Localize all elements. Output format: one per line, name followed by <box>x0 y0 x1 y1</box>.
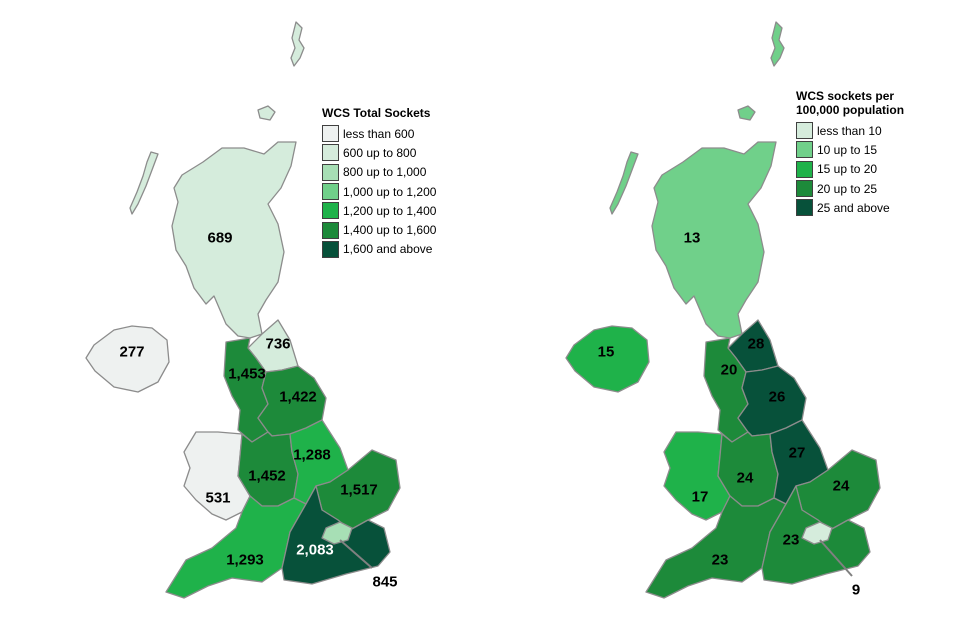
label-east-midlands: 27 <box>789 445 806 462</box>
per-population-legend: WCS sockets per 100,000 population less … <box>796 89 904 217</box>
label-yorkshire: 1,422 <box>279 389 317 406</box>
label-north-east: 736 <box>265 336 290 353</box>
label-london: 845 <box>372 574 397 591</box>
region-scotland <box>651 141 777 339</box>
label-yorkshire: 26 <box>769 389 786 406</box>
legend-swatch <box>322 240 339 258</box>
london-leader-line <box>819 539 853 577</box>
legend-title: WCS Total Sockets <box>322 106 431 120</box>
total-sockets-map: 689 277 736 1,453 1,422 531 1,452 1,288 … <box>85 21 436 599</box>
label-northern-ireland: 15 <box>598 344 615 361</box>
label-south-east: 23 <box>783 532 800 549</box>
label-south-west: 23 <box>712 552 729 569</box>
label-east-of-england: 1,517 <box>340 482 378 499</box>
legend-swatch <box>322 163 339 181</box>
legend-label: 1,000 up to 1,200 <box>343 184 437 199</box>
legend-label: 1,600 and above <box>343 242 433 257</box>
legend-title-line-2: 100,000 population <box>796 103 905 117</box>
legend-label: 20 up to 25 <box>817 181 878 196</box>
region-london <box>321 521 353 545</box>
legend-list: less than 600 600 up to 800 800 up to 1,00… <box>322 124 436 259</box>
label-north-east: 28 <box>748 336 765 353</box>
legend-item: 1,600 and above <box>322 240 436 259</box>
label-wales: 17 <box>692 489 709 506</box>
label-london: 9 <box>852 582 860 599</box>
sockets-per-population-map-svg: 13 15 28 20 26 17 24 27 24 23 23 9 <box>565 21 881 599</box>
legend-item: less than 10 <box>796 121 904 140</box>
legend-item: 1,200 up to 1,400 <box>322 201 436 220</box>
legend-item: 1,400 up to 1,600 <box>322 220 436 239</box>
legend-swatch <box>796 180 813 198</box>
region-london <box>801 521 833 545</box>
legend-swatch <box>322 125 339 143</box>
legend-item: 15 up to 20 <box>796 160 904 179</box>
legend-item: 25 and above <box>796 198 904 217</box>
london-leader-line <box>339 539 373 569</box>
outer-hebrides <box>129 151 159 215</box>
legend-swatch <box>322 221 339 239</box>
region-scotland <box>171 141 297 339</box>
region-south-west <box>165 495 307 599</box>
shetland-islands <box>290 21 305 67</box>
label-wales: 531 <box>205 490 230 507</box>
label-north-west: 20 <box>721 362 738 379</box>
legend-label: 25 and above <box>817 200 890 215</box>
label-south-west: 1,293 <box>226 552 264 569</box>
shetland-islands <box>770 21 785 67</box>
legend-label: less than 600 <box>343 126 415 141</box>
region-northern-ireland <box>565 325 650 393</box>
legend-label: 15 up to 20 <box>817 162 878 177</box>
label-west-midlands: 24 <box>737 470 754 487</box>
legend-label: 1,200 up to 1,400 <box>343 203 437 218</box>
label-northern-ireland: 277 <box>119 344 144 361</box>
label-south-east: 2,083 <box>296 542 334 559</box>
total-sockets-legend: WCS Total Sockets less than 600 600 up to… <box>322 106 436 259</box>
legend-swatch <box>796 160 813 178</box>
label-scotland: 689 <box>207 230 232 247</box>
region-south-west <box>645 495 787 599</box>
orkney-islands <box>737 105 756 121</box>
legend-swatch <box>322 144 339 162</box>
legend-item: 800 up to 1,000 <box>322 163 436 182</box>
legend-item: 20 up to 25 <box>796 179 904 198</box>
orkney-islands <box>257 105 276 121</box>
legend-item: 1,000 up to 1,200 <box>322 182 436 201</box>
legend-label: 600 up to 800 <box>343 145 417 160</box>
legend-swatch <box>322 202 339 220</box>
legend-label: 800 up to 1,000 <box>343 165 427 180</box>
legend-swatch <box>796 141 813 159</box>
legend-title-line-1: WCS sockets per <box>796 89 895 103</box>
legend-label: 10 up to 15 <box>817 142 878 157</box>
legend-title: WCS sockets per 100,000 population <box>796 89 904 117</box>
legend-swatch <box>796 122 813 140</box>
legend-swatch <box>322 183 339 201</box>
label-east-midlands: 1,288 <box>293 447 331 464</box>
legend-list: less than 10 10 up to 15 15 up to 20 20 up … <box>796 121 904 217</box>
outer-hebrides <box>609 151 639 215</box>
legend-label: less than 10 <box>817 123 882 138</box>
label-scotland: 13 <box>684 230 701 247</box>
region-northern-ireland <box>85 325 170 393</box>
label-west-midlands: 1,452 <box>248 468 286 485</box>
label-north-west: 1,453 <box>228 366 266 383</box>
legend-item: 600 up to 800 <box>322 143 436 162</box>
legend-item: less than 600 <box>322 124 436 143</box>
legend-label: 1,400 up to 1,600 <box>343 223 437 238</box>
total-sockets-map-svg: 689 277 736 1,453 1,422 531 1,452 1,288 … <box>85 21 401 599</box>
sockets-per-population-map: 13 15 28 20 26 17 24 27 24 23 23 9 WCS s… <box>480 0 960 640</box>
label-east-of-england: 24 <box>833 478 850 495</box>
legend-item: 10 up to 15 <box>796 140 904 159</box>
legend-swatch <box>796 199 813 217</box>
